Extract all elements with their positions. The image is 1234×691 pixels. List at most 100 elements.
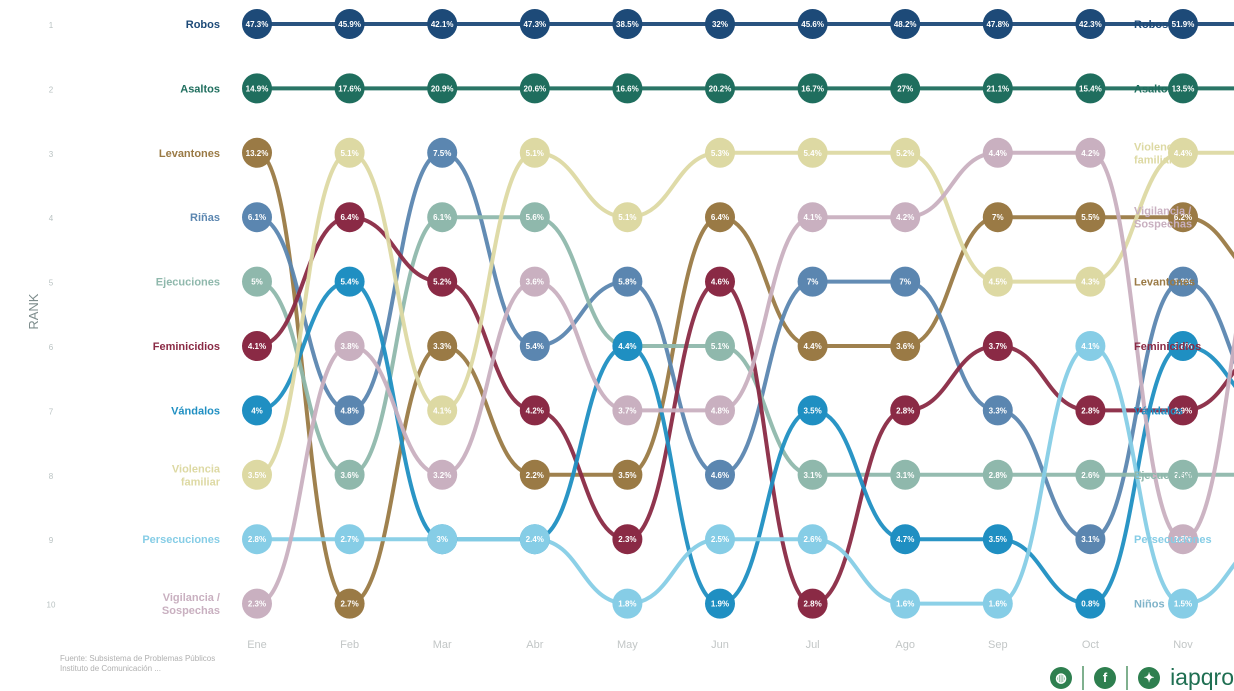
right-label-rank10: Niños <box>1134 599 1165 611</box>
marker-s0-m10 <box>1168 9 1198 39</box>
value-label-s3-m4: 5.8% <box>618 278 636 287</box>
right-label-s1: Asaltos <box>1134 83 1174 95</box>
globe-icon[interactable]: ◍ <box>1050 666 1073 689</box>
marker-s2-m9 <box>1075 202 1106 233</box>
marker-s4-m5 <box>705 331 735 361</box>
marker-s9-m6 <box>797 202 828 233</box>
marker-s3-m9 <box>1075 524 1106 555</box>
marker-s3-m10 <box>1168 266 1198 297</box>
value-label-s2-m4: 3.5% <box>618 471 636 480</box>
marker-s3-m2 <box>427 137 458 168</box>
value-label-s9-m2: 3.2% <box>433 471 451 480</box>
marker-s2-m3 <box>519 459 550 490</box>
value-label-s8-m3: 2.4% <box>526 535 544 544</box>
value-label-s1-m4: 16.6% <box>616 84 639 93</box>
left-label-s8: Persecuciones <box>142 534 220 546</box>
left-labels: Robos Asaltos Levantones Riñas Ejecuciones Fe… <box>142 19 221 617</box>
marker-s1-m8 <box>982 73 1013 104</box>
value-label-s7-m5: 5.3% <box>711 149 729 158</box>
value-label-s9-m4: 3.7% <box>618 406 636 415</box>
marker-s3-m0 <box>242 202 272 233</box>
value-label-s3-m7: 7% <box>899 278 911 287</box>
value-label-s7-m4: 5.1% <box>618 213 636 222</box>
value-label-s8-m6: 2.6% <box>803 535 821 544</box>
value-label-s7-m7: 5.2% <box>896 149 914 158</box>
marker-s0-m8 <box>982 9 1013 39</box>
value-label-s9-m0: 2.3% <box>248 600 266 609</box>
marker-s4-m0 <box>242 266 272 297</box>
marker-s9-m8 <box>982 137 1013 168</box>
divider <box>1126 665 1129 690</box>
value-label-s2-m3: 2.2% <box>526 471 544 480</box>
month-label-abr: Abr <box>526 639 543 651</box>
marker-s9-m10 <box>1168 524 1198 555</box>
marker-s5-m2 <box>427 266 458 297</box>
marker-s1-m4 <box>612 73 643 104</box>
marker-s3-m3 <box>519 331 550 361</box>
facebook-icon[interactable]: f <box>1094 666 1117 689</box>
month-label-ene: Ene <box>247 639 267 651</box>
value-label-s4-m10: 2.4% <box>1174 471 1192 480</box>
value-label-s4-m6: 3.1% <box>803 471 821 480</box>
value-label-s9-m6: 4.1% <box>803 213 821 222</box>
left-label-s2: Levantones <box>159 148 220 160</box>
month-label-oct: Oct <box>1082 639 1099 651</box>
series-line-2 <box>255 150 1234 606</box>
marker-s5-m10 <box>1168 395 1198 426</box>
value-label-s0-m7: 48.2% <box>894 20 917 29</box>
marker-s2-m1 <box>334 588 365 619</box>
value-label-s7-m2: 4.1% <box>433 406 451 415</box>
marker-s0-m9 <box>1075 9 1106 39</box>
marker-s8-m10 <box>1168 588 1198 619</box>
series-line-3 <box>255 150 1234 542</box>
marker-s7-m8 <box>982 266 1013 297</box>
value-label-s5-m6: 2.8% <box>803 600 821 609</box>
value-label-s9-m8: 4.4% <box>989 149 1007 158</box>
value-label-s6-m6: 3.5% <box>803 406 821 415</box>
marker-s7-m1 <box>334 137 365 168</box>
left-label-s4: Ejecuciones <box>156 277 220 289</box>
marker-s0-m5 <box>705 9 735 39</box>
marker-s2-m6 <box>797 331 828 361</box>
marker-s9-m7 <box>890 202 921 233</box>
value-label-s2-m2: 3.3% <box>433 342 451 351</box>
value-label-s1-m6: 16.7% <box>801 84 824 93</box>
value-label-s1-m8: 21.1% <box>986 84 1009 93</box>
social-handle[interactable]: iapqro <box>1170 664 1234 690</box>
marker-s4-m7 <box>890 459 921 490</box>
marker-s9-m3 <box>519 266 550 297</box>
twitter-icon[interactable]: ✦ <box>1138 666 1161 689</box>
marker-s8-m1 <box>334 524 365 555</box>
value-label-s0-m10: 51.9% <box>1172 20 1195 29</box>
left-label-s0: Robos <box>186 19 220 31</box>
month-labels: EneFebMarAbrMayJunJulAgoSepOctNovDic <box>247 639 1193 651</box>
marker-s4-m2 <box>427 202 458 233</box>
marker-s7-m4 <box>612 202 643 233</box>
marker-s4-m10 <box>1168 459 1198 490</box>
marker-s5-m8 <box>982 331 1013 361</box>
marker-s6-m4 <box>612 331 643 361</box>
left-label-s5: Feminicidios <box>153 341 220 353</box>
marker-s5-m3 <box>519 395 550 426</box>
marker-s8-m3 <box>519 524 550 555</box>
value-label-s9-m7: 4.2% <box>896 213 914 222</box>
value-label-s6-m10: 3.8% <box>1174 342 1192 351</box>
marker-s3-m6 <box>797 266 828 297</box>
marker-s8-m5 <box>705 524 735 555</box>
source-note: Fuente: Subsistema de Problemas Públicos… <box>60 654 360 674</box>
value-label-s7-m3: 5.1% <box>526 149 544 158</box>
value-label-s1-m5: 20.2% <box>709 84 732 93</box>
value-label-s6-m0: 4% <box>251 406 263 415</box>
value-label-s0-m6: 45.6% <box>801 20 824 29</box>
marker-s6-m7 <box>890 524 921 555</box>
marker-s2-m7 <box>890 331 921 361</box>
value-label-s4-m1: 3.6% <box>340 471 358 480</box>
value-label-s6-m4: 4.4% <box>618 342 636 351</box>
marker-s3-m8 <box>982 395 1013 426</box>
marker-s5-m4 <box>612 524 643 555</box>
value-label-s7-m0: 3.5% <box>248 471 266 480</box>
month-label-mar: Mar <box>433 639 452 651</box>
value-label-s8-m9: 4.1% <box>1081 342 1099 351</box>
marker-s9-m9 <box>1075 137 1106 168</box>
